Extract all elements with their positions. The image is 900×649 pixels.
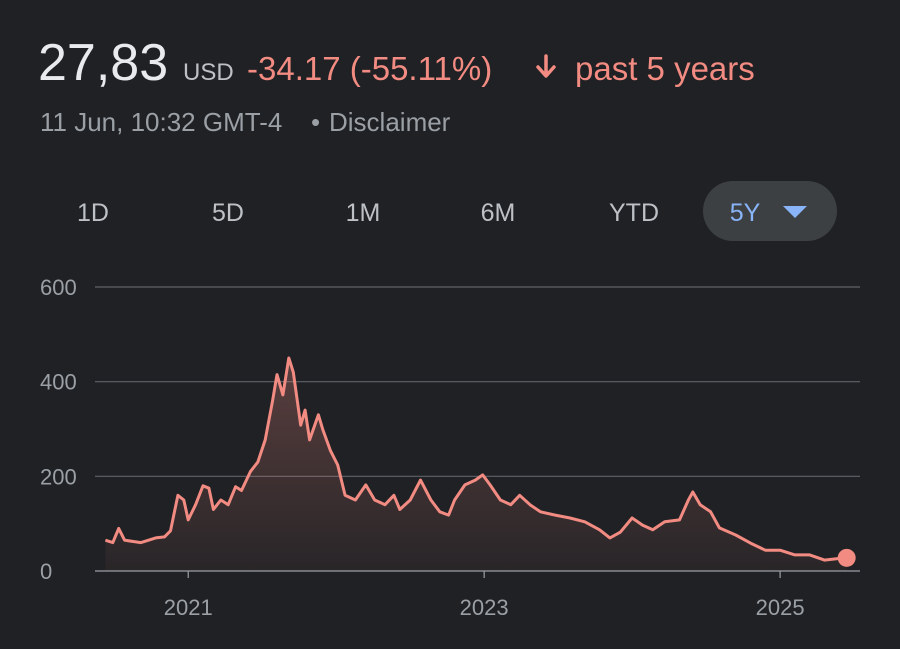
separator: • bbox=[311, 107, 320, 137]
y-tick-label: 0 bbox=[40, 559, 52, 584]
y-tick-label: 600 bbox=[40, 275, 77, 300]
disclaimer-link[interactable]: Disclaimer bbox=[329, 107, 451, 137]
range-tab-label: 5Y bbox=[730, 199, 761, 227]
range-tab[interactable]: YTD bbox=[609, 199, 659, 227]
y-tick-label: 200 bbox=[40, 464, 77, 489]
change-period: past 5 years bbox=[575, 50, 755, 87]
plot-area: 0 200 400 600 2021 2023 2025 bbox=[40, 275, 860, 620]
selected-tab-pill bbox=[703, 181, 837, 241]
last-price-dot bbox=[837, 548, 856, 567]
x-tick-label: 2025 bbox=[756, 595, 805, 620]
range-tabs: 1D 5D 1M 6M YTD 5Y bbox=[77, 181, 837, 241]
dropdown-icon bbox=[783, 206, 807, 218]
timestamp: 11 Jun, 10:32 GMT-4 bbox=[40, 107, 282, 137]
currency: USD bbox=[183, 59, 234, 86]
range-tab[interactable]: 1M bbox=[346, 199, 381, 227]
range-tab-label: 1M bbox=[346, 199, 381, 227]
price-change: -34.17 (-55.11%) bbox=[247, 50, 492, 87]
range-tab-label: 5D bbox=[212, 199, 244, 227]
range-tab[interactable]: 5Y bbox=[703, 181, 837, 241]
price-line bbox=[104, 356, 847, 562]
range-tab[interactable]: 6M bbox=[481, 199, 516, 227]
range-tab[interactable]: 1D bbox=[77, 199, 109, 227]
range-tab-label: 1D bbox=[77, 199, 109, 227]
x-tick-label: 2021 bbox=[164, 595, 213, 620]
price-area bbox=[105, 358, 847, 571]
range-tab-label: YTD bbox=[609, 199, 659, 227]
down-arrow-icon bbox=[536, 54, 556, 78]
range-tab[interactable]: 5D bbox=[212, 199, 244, 227]
y-tick-label: 400 bbox=[40, 370, 77, 395]
range-tab-label: 6M bbox=[481, 199, 516, 227]
x-tick-label: 2023 bbox=[460, 595, 509, 620]
price: 27,83 bbox=[38, 34, 168, 92]
